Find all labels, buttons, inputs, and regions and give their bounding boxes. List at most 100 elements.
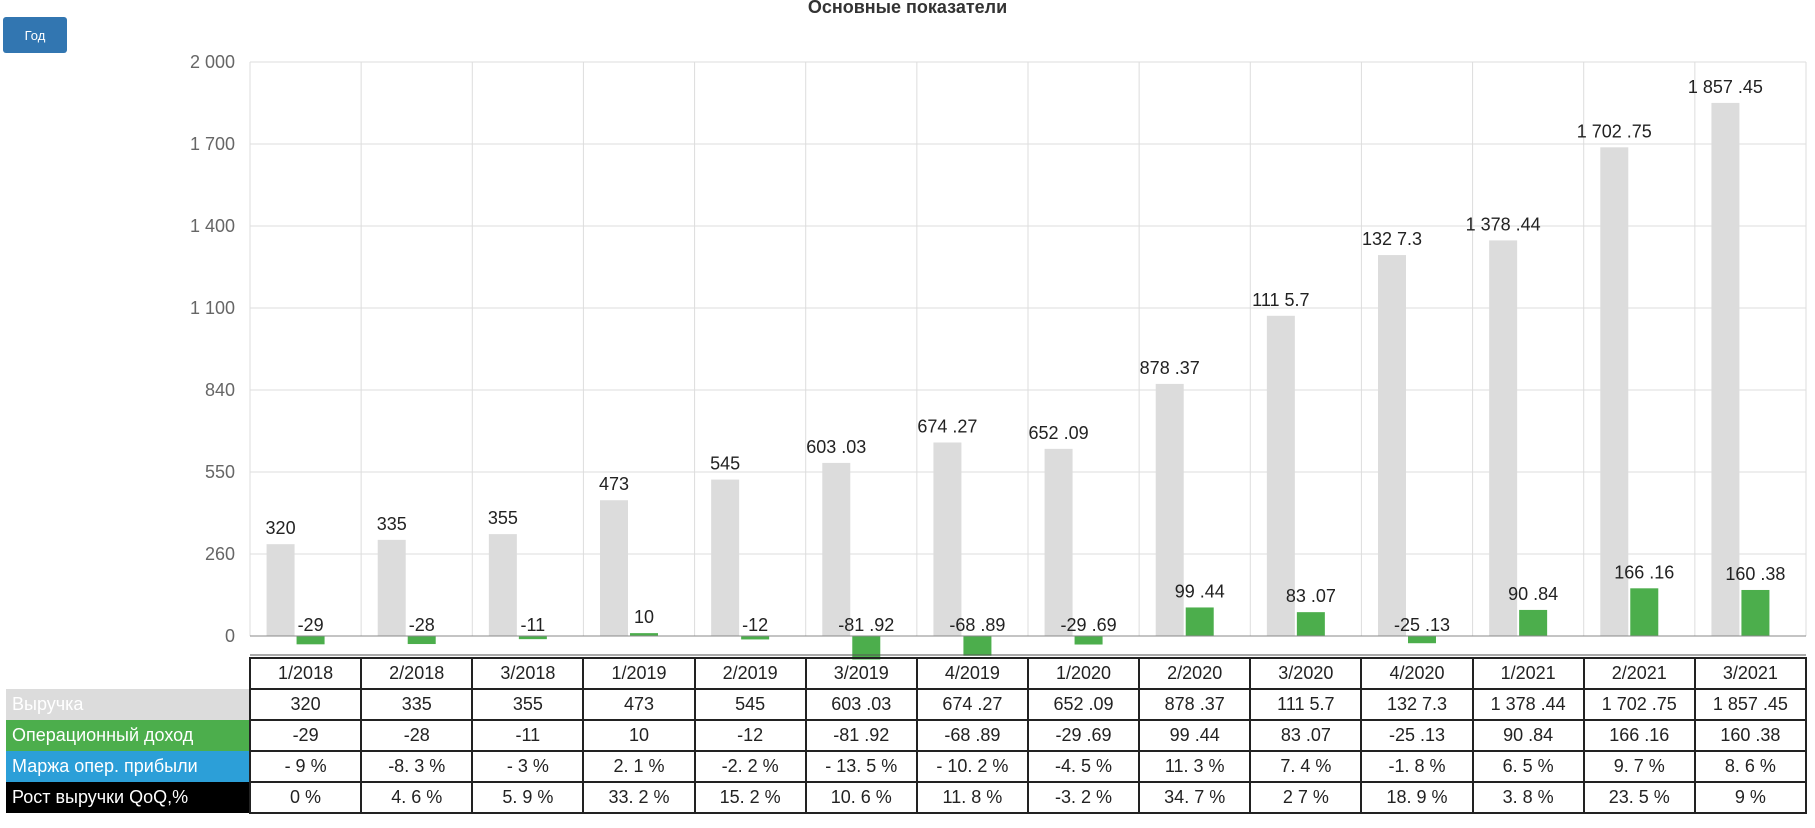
bar-revenue	[933, 442, 962, 636]
data-label-revenue: 320	[266, 518, 296, 538]
table-cell: 545	[693, 688, 807, 721]
chart-title: Основные показатели	[807, 0, 1008, 17]
table-header-cell: 4/2019	[915, 657, 1029, 690]
bar-revenue	[1489, 240, 1518, 636]
period-year-button[interactable]: Год	[3, 17, 67, 53]
bar-revenue	[711, 479, 740, 636]
data-label-operating-income: -11	[521, 615, 546, 635]
table-cell: 34. 7 %	[1138, 781, 1252, 814]
table-cell: 90 .84	[1471, 719, 1585, 752]
table-cell: 8. 6 %	[1693, 750, 1807, 783]
bar-operating-income	[1074, 636, 1103, 645]
data-label-revenue: 111 5.7	[1252, 290, 1309, 310]
bar-revenue	[600, 500, 628, 636]
table-cell: -8. 3 %	[360, 750, 474, 783]
table-header-cell: 3/2021	[1693, 657, 1807, 690]
table-cell: 99 .44	[1138, 719, 1252, 752]
y-axis-tick-label: 1 700	[190, 134, 235, 154]
table-cell: 355	[471, 688, 585, 721]
table-row: Выручка 320 335 355 473 545 603 .03 674 .27 652 …	[6, 688, 1807, 721]
table-header-cell: 2/2021	[1582, 657, 1696, 690]
bar-revenue	[1155, 383, 1184, 636]
table-cell: 1 378 .44	[1471, 688, 1585, 721]
table-cell: 1 702 .75	[1582, 688, 1696, 721]
data-label-operating-income: -29	[298, 615, 324, 635]
data-label-revenue: 674 .27	[917, 416, 977, 436]
table-cell: 11. 3 %	[1138, 750, 1252, 783]
bar-revenue	[488, 534, 517, 636]
bar-operating-income	[963, 636, 992, 656]
bar-revenue	[1600, 147, 1629, 637]
table-cell: 166 .16	[1582, 719, 1696, 752]
table-cell: 3. 8 %	[1471, 781, 1585, 814]
table-cell: 11. 8 %	[915, 781, 1029, 814]
y-axis-tick-label: 260	[205, 544, 235, 564]
table-cell: 111 5.7	[1249, 688, 1363, 721]
table-cell: 5. 9 %	[471, 781, 585, 814]
y-axis-tick-label: 2 000	[190, 52, 235, 72]
table-cell: -4. 5 %	[1026, 750, 1141, 783]
table-cell: 132 7.3	[1360, 688, 1474, 721]
bar-operating-income	[1296, 612, 1325, 636]
y-axis-tick-label: 840	[205, 380, 235, 400]
bar-operating-income	[407, 636, 436, 645]
table-row-label: Маржа опер. прибыли	[6, 751, 250, 782]
table-cell: -2. 2 %	[693, 750, 807, 783]
table-body: Выручка 320 335 355 473 545 603 .03 674 .27 652 …	[6, 688, 1807, 814]
table-header-cell: 3/2018	[471, 657, 585, 690]
data-label-operating-income: -81 .92	[838, 615, 894, 635]
table-cell: 33. 2 %	[582, 781, 696, 814]
table-cell: 335	[360, 688, 474, 721]
data-label-operating-income: -12	[742, 615, 768, 635]
table-cell: 4. 6 %	[360, 781, 474, 814]
bar-revenue	[1711, 102, 1740, 636]
bar-operating-income	[1519, 609, 1548, 636]
table-cell: 674 .27	[915, 688, 1029, 721]
table-header-cell: 3/2019	[804, 657, 918, 690]
data-label-operating-income: 83 .07	[1286, 586, 1336, 606]
data-label-revenue: 1 857 .45	[1688, 77, 1763, 97]
bar-revenue	[377, 539, 406, 636]
data-label-revenue: 355	[488, 508, 518, 528]
table-cell: 603 .03	[804, 688, 918, 721]
table-header-cell: 2/2018	[360, 657, 474, 690]
table-row: Рост выручки QoQ,% 0 % 4. 6 % 5. 9 % 33. 2 %…	[6, 781, 1807, 814]
table-row: Маржа опер. прибыли - 9 % -8. 3 % - 3 % 2. 1…	[6, 750, 1807, 783]
table-header-row: 1/2018 2/2018 3/2018 1/2019 2/2019 3/2019 4/20…	[6, 657, 1807, 690]
data-label-operating-income: -25 .13	[1394, 615, 1450, 635]
table-cell: - 3 %	[471, 750, 585, 783]
data-label-revenue: 1 702 .75	[1577, 121, 1652, 141]
bar-operating-income	[630, 633, 658, 636]
data-label-operating-income: -29 .69	[1061, 615, 1117, 635]
data-label-revenue: 473	[599, 474, 629, 494]
table-cell: 9 %	[1693, 781, 1807, 814]
table-cell: 6. 5 %	[1471, 750, 1585, 783]
data-label-operating-income: 90 .84	[1508, 584, 1558, 604]
table-cell: 10. 6 %	[804, 781, 918, 814]
table-cell: -28	[360, 719, 474, 752]
table-cell: 7. 4 %	[1249, 750, 1363, 783]
table-cell: 2 7 %	[1249, 781, 1363, 814]
data-label-operating-income: 166 .16	[1614, 562, 1674, 582]
bar-revenue	[1378, 255, 1406, 637]
data-label-revenue: 132 7.3	[1362, 229, 1422, 249]
table-cell: 473	[582, 688, 696, 721]
bar-operating-income	[741, 636, 770, 640]
data-label-revenue: 603 .03	[806, 437, 866, 457]
table-row: Операционный доход -29 -28 -11 10 -12 -81 .92-…	[6, 719, 1807, 752]
data-label-revenue: 1 378 .44	[1466, 214, 1541, 234]
table-header-cell: 4/2020	[1360, 657, 1474, 690]
table-row-label: Рост выручки QoQ,%	[6, 782, 250, 813]
table-header-cell: 1/2021	[1471, 657, 1585, 690]
table-row-label: Операционный доход	[6, 720, 250, 751]
chart-plot: 2 000 1 700 1 400 1 100 840 550 260 0 320 -29 335 -…	[190, 52, 1807, 660]
bar-operating-income	[1630, 588, 1659, 636]
table-cell: 652 .09	[1026, 688, 1141, 721]
table-cell: 9. 7 %	[1582, 750, 1696, 783]
y-axis-tick-label: 1 400	[190, 216, 235, 236]
data-label-operating-income: 99 .44	[1175, 581, 1225, 601]
table-cell: -11	[471, 719, 585, 752]
bar-revenue	[822, 462, 851, 636]
table-cell: 878 .37	[1138, 688, 1252, 721]
data-label-revenue: 652 .09	[1029, 423, 1089, 443]
